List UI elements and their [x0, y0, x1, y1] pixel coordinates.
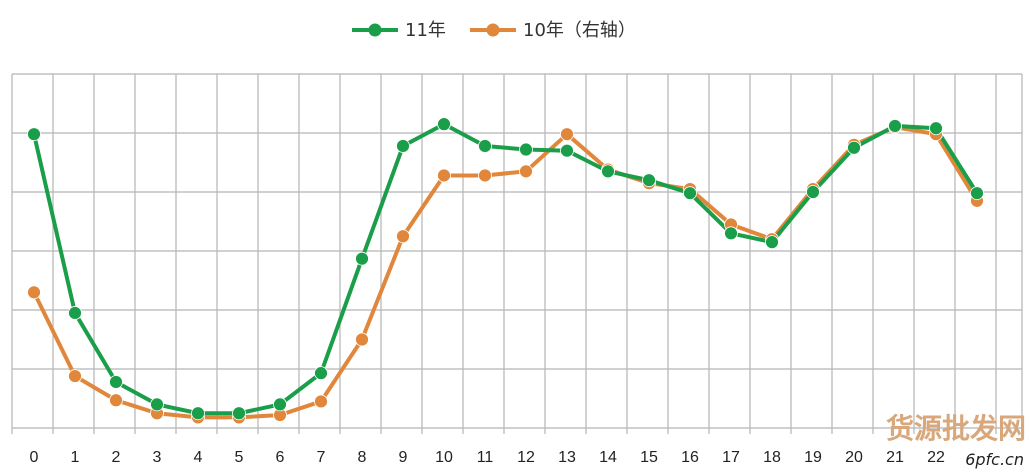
series-1-point-8: [355, 332, 369, 347]
x-tick-label-8: 8: [358, 449, 367, 466]
series-1-point-13: [560, 127, 574, 142]
x-tick-label-4: 4: [194, 449, 203, 466]
series-1-point-9: [396, 229, 410, 244]
series-0-point-14: [601, 164, 615, 179]
legend-label-0: 11年: [405, 20, 446, 41]
x-tick-label-6: 6: [276, 449, 285, 466]
x-tick-label-14: 14: [599, 449, 617, 466]
series-1-point-2: [109, 393, 123, 408]
x-tick-label-21: 21: [886, 449, 904, 466]
series-layer: [27, 117, 984, 425]
x-tick-label-16: 16: [681, 449, 699, 466]
series-0-point-3: [150, 397, 164, 412]
series-0-point-16: [683, 186, 697, 201]
series-0-point-1: [68, 306, 82, 320]
watermark-main-text: 货源批发网: [886, 412, 1026, 445]
series-1-point-1: [68, 369, 82, 383]
series-0-point-21: [888, 119, 902, 133]
series-0-point-2: [109, 375, 123, 389]
x-tick-label-12: 12: [517, 449, 535, 466]
legend-label-1: 10年（右轴）: [523, 20, 636, 41]
x-tick-label-0: 0: [30, 449, 39, 466]
watermark-sub-text: 6pfc.cn: [965, 450, 1024, 469]
x-tick-label-20: 20: [845, 449, 863, 466]
x-tick-layer: 0 1 2 3 4 5 6 7 8 9 10 11 12 13 14 15 16 17 18 19 20 21 22: [30, 449, 945, 466]
series-0-point-6: [273, 397, 287, 412]
series-line-0: [32, 122, 979, 416]
series-0-point-0: [27, 127, 41, 142]
series-1-point-10: [437, 168, 451, 183]
series-0-point-23: [970, 186, 984, 201]
x-tick-label-10: 10: [435, 449, 453, 466]
legend-marker-0: [368, 23, 382, 37]
series-0-point-12: [519, 142, 533, 157]
x-tick-label-1: 1: [71, 449, 80, 466]
watermark: 货源批发网 6pfc.cn: [886, 412, 1026, 469]
x-tick-label-9: 9: [399, 449, 408, 466]
series-1-point-11: [478, 168, 492, 183]
series-0-point-17: [724, 226, 738, 241]
series-0-point-9: [396, 139, 410, 153]
x-tick-label-19: 19: [804, 449, 822, 466]
legend-marker-1: [486, 23, 500, 37]
series-0-point-22: [929, 121, 943, 136]
series-0-point-15: [642, 173, 656, 188]
x-tick-label-15: 15: [640, 449, 658, 466]
series-0-point-5: [232, 406, 246, 421]
x-tick-label-11: 11: [477, 449, 494, 466]
series-0-point-19: [806, 185, 820, 199]
series-0-point-11: [478, 139, 492, 153]
x-tick-label-17: 17: [722, 449, 740, 466]
series-1-point-7: [314, 394, 328, 409]
series-0-point-8: [355, 251, 369, 266]
series-1-point-0: [27, 285, 41, 300]
legend: 11年 10年（右轴）: [352, 20, 636, 41]
x-tick-label-18: 18: [763, 449, 781, 466]
series-0-point-10: [437, 117, 451, 132]
series-0-point-20: [847, 140, 861, 155]
series-0-point-7: [314, 366, 328, 381]
series-0-point-18: [765, 235, 779, 250]
series-0-point-4: [191, 406, 205, 421]
x-tick-label-22: 22: [927, 449, 945, 466]
grid-layer: [11, 73, 1023, 434]
x-tick-label-7: 7: [317, 449, 326, 466]
series-0-point-13: [560, 143, 574, 158]
x-tick-label-3: 3: [153, 449, 162, 466]
x-tick-label-5: 5: [235, 449, 244, 466]
x-tick-label-2: 2: [112, 449, 121, 466]
x-tick-label-13: 13: [558, 449, 576, 466]
series-1-point-12: [519, 164, 533, 179]
